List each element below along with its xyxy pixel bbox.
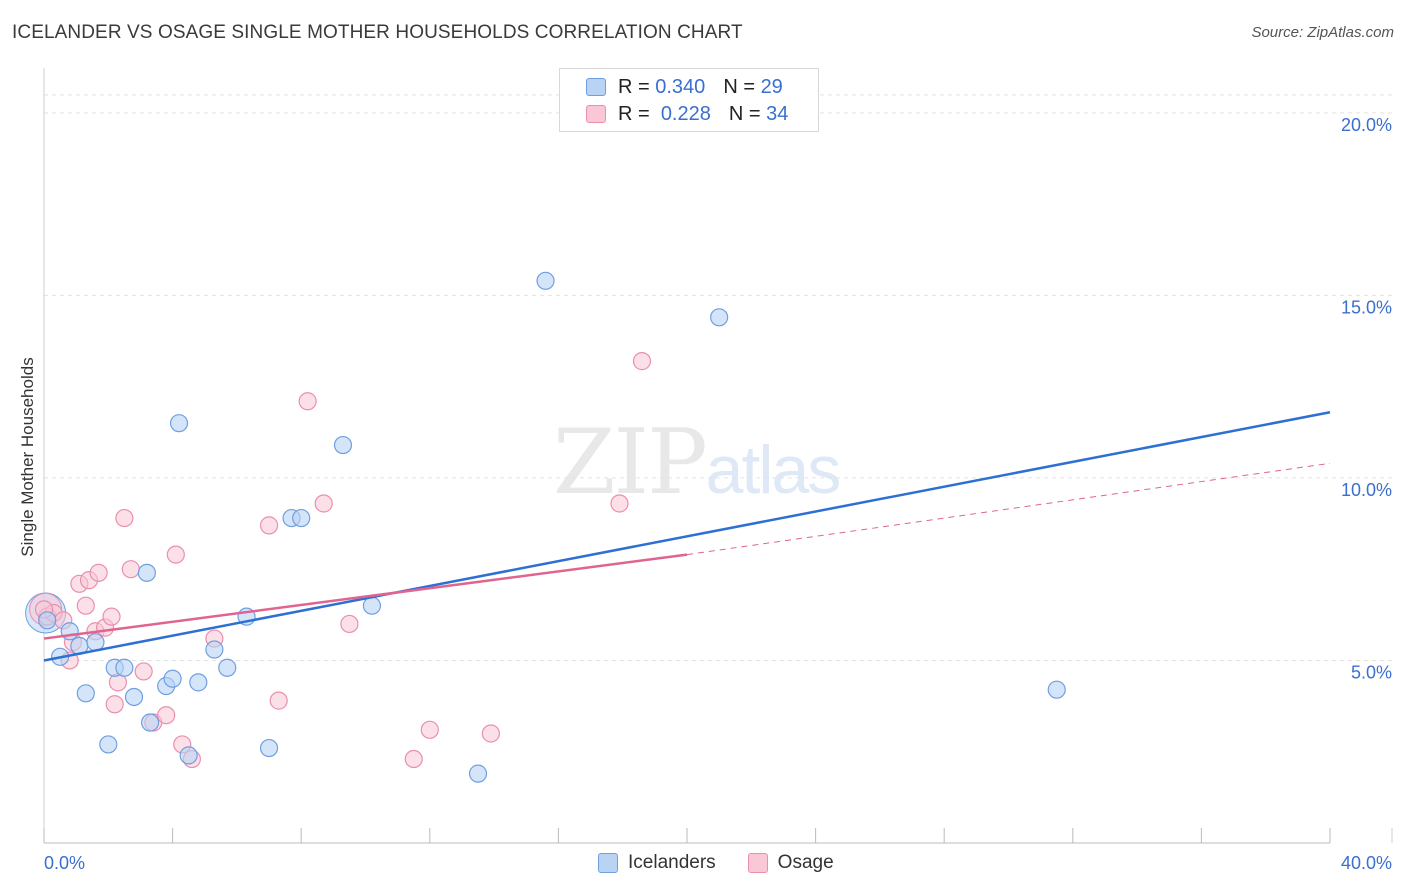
icelander-point	[189, 673, 208, 692]
r-label: R =	[618, 75, 650, 98]
data-points	[25, 271, 1066, 783]
icelanders-legend-swatch	[598, 853, 618, 873]
osage-point	[134, 662, 153, 681]
icelander-point	[468, 764, 488, 783]
legend-label-osage: Osage	[777, 852, 834, 873]
icelander-point	[38, 611, 57, 630]
legend-row-icelanders: R = 0.340 N = 29	[586, 75, 783, 99]
axes	[43, 68, 1393, 844]
icelander-point	[205, 640, 224, 659]
osage-point	[420, 720, 439, 739]
osage-point	[610, 494, 629, 513]
legend-label-icelanders: Icelanders	[628, 852, 716, 873]
osage-point	[166, 545, 185, 564]
n-label: N =	[723, 75, 755, 98]
icelander-point	[218, 658, 237, 677]
icelanders-swatch	[586, 78, 606, 96]
n-value: 34	[766, 102, 789, 125]
y-tick-label: 10.0%	[1341, 480, 1392, 500]
r-value: 0.340	[655, 75, 706, 98]
osage-swatch	[586, 105, 606, 123]
r-label: R =	[618, 102, 650, 125]
osage-point	[89, 563, 108, 582]
source-label: Source: ZipAtlas.com	[1251, 24, 1394, 41]
icelander-point	[710, 308, 729, 327]
legend-item-osage[interactable]: Osage	[747, 852, 834, 874]
osage-point	[481, 724, 500, 743]
r-value: 0.228	[660, 102, 711, 125]
icelander-point	[362, 596, 382, 615]
osage-point	[76, 596, 95, 615]
osage-point	[314, 494, 333, 513]
osage-point	[404, 749, 423, 769]
osage-point	[340, 614, 359, 634]
watermark: ZIPatlas	[553, 410, 842, 515]
osage-point	[298, 392, 317, 411]
correlation-legend: R = 0.340 N = 29 R = 0.228 N = 34	[559, 68, 819, 132]
y-tick-label: 15.0%	[1341, 297, 1392, 317]
icelander-point	[115, 658, 134, 677]
chart-title: ICELANDER VS OSAGE SINGLE MOTHER HOUSEHO…	[12, 22, 743, 43]
icelander-point	[333, 435, 353, 455]
icelander-point	[99, 735, 118, 754]
tick-labels: 5.0% 10.0% 15.0% 20.0% 0.0% 40.0%	[44, 115, 1392, 873]
osage-point	[115, 508, 134, 528]
x-tick-label: 40.0%	[1341, 853, 1392, 873]
icelander-point	[76, 684, 95, 703]
y-axis-label: Single Mother Households	[18, 357, 37, 557]
icelander-point	[163, 669, 182, 688]
y-tick-label: 20.0%	[1341, 115, 1392, 135]
icelander-point	[124, 687, 144, 707]
watermark-main: ZIP	[553, 410, 708, 515]
icelander-point	[179, 746, 198, 765]
icelander-point	[137, 563, 156, 582]
icelander-point	[1047, 680, 1066, 699]
osage-point	[157, 706, 176, 725]
osage-point	[259, 516, 279, 535]
osage-point	[102, 607, 121, 626]
legend-row-osage: R = 0.228 N = 34	[586, 102, 788, 126]
osage-point	[632, 352, 652, 371]
icelander-point	[169, 414, 189, 433]
osage-point	[269, 691, 288, 710]
watermark-sub: atlas	[705, 432, 842, 508]
osage-point	[121, 560, 140, 579]
trend-lines	[43, 410, 1331, 662]
icelander-point	[259, 738, 279, 758]
y-tick-label: 5.0%	[1351, 662, 1392, 682]
osage-point	[105, 695, 124, 714]
icelander-point	[536, 271, 555, 290]
n-label: N =	[728, 102, 761, 125]
icelanders-trend-line	[43, 410, 1331, 662]
osage-legend-swatch	[747, 853, 768, 873]
series-legend: Icelanders Osage	[598, 852, 866, 874]
x-tick-label: 0.0%	[44, 853, 85, 873]
osage-trend-extension	[686, 462, 1331, 556]
grid-lines	[44, 94, 1392, 661]
icelander-point	[140, 713, 160, 732]
n-value: 29	[760, 75, 783, 98]
icelander-point	[292, 508, 311, 528]
legend-item-icelanders[interactable]: Icelanders	[598, 852, 716, 874]
osage-trend-line	[43, 553, 688, 640]
